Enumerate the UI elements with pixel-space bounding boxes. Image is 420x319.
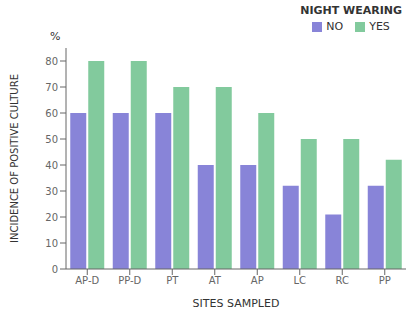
svg-text:PP: PP bbox=[379, 275, 391, 286]
svg-text:LC: LC bbox=[293, 275, 306, 286]
html-text:YES: YES bbox=[369, 20, 390, 33]
svg-text:20: 20 bbox=[45, 212, 58, 223]
html-text:NIGHT WEARING: NIGHT WEARING bbox=[300, 4, 402, 17]
svg-text:AP: AP bbox=[251, 275, 264, 286]
html-text:NO: NO bbox=[326, 20, 344, 33]
svg-text:40: 40 bbox=[45, 160, 58, 171]
svg-text:50: 50 bbox=[45, 134, 58, 145]
svg-text:70: 70 bbox=[45, 82, 58, 93]
svg-text:80: 80 bbox=[45, 56, 58, 67]
svg-text:AT: AT bbox=[209, 275, 222, 286]
svg-text:AP-D: AP-D bbox=[75, 275, 99, 286]
svg-text:30: 30 bbox=[45, 186, 58, 197]
svg-text:0: 0 bbox=[52, 264, 58, 275]
svg-text:RC: RC bbox=[336, 275, 349, 286]
svg-text:PT: PT bbox=[166, 275, 179, 286]
svg-text:SITES SAMPLED: SITES SAMPLED bbox=[193, 297, 280, 310]
svg-text:60: 60 bbox=[45, 108, 58, 119]
svg-text:INCIDENCE OF POSITIVE CULTURE: INCIDENCE OF POSITIVE CULTURE bbox=[9, 74, 20, 243]
svg-text:PP-D: PP-D bbox=[118, 275, 141, 286]
svg-text:10: 10 bbox=[45, 238, 58, 249]
